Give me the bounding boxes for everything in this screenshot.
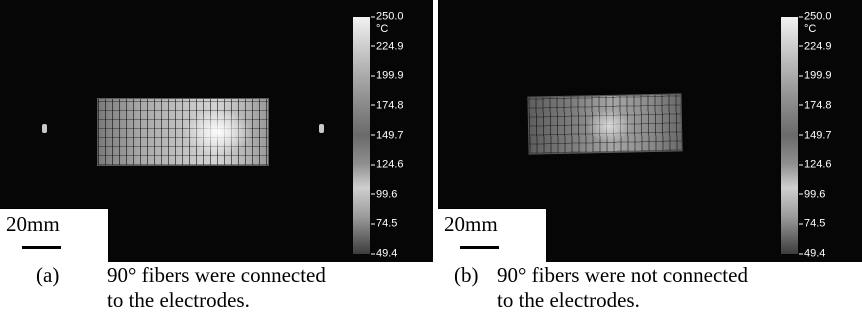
colorbar-tick: 74.5: [371, 219, 397, 230]
scale-bar: 20mm: [438, 208, 547, 262]
scale-bar-line: [22, 246, 61, 249]
caption-text: 90° fibers were not connected: [497, 263, 748, 288]
colorbar-tick: 149.7: [799, 130, 832, 141]
colorbar-tick: 49.4: [371, 249, 397, 260]
scale-bar-label: 20mm: [444, 212, 498, 236]
specimen-b: [527, 93, 682, 154]
thermal-image-a: 250.0 224.9 199.9 174.8 149.7 124.6 99.6…: [0, 0, 433, 262]
colorbar-tick: 49.4: [799, 249, 825, 260]
colorbar-tick: 149.7: [371, 130, 404, 141]
colorbar-tick: 224.9: [799, 41, 832, 52]
colorbar-ticks: 250.0 224.9 199.9 174.8 149.7 124.6 99.6…: [799, 17, 859, 254]
colorbar-tick: 199.9: [371, 71, 404, 82]
caption-text: to the electrodes.: [107, 288, 250, 313]
electrode-left: [42, 124, 47, 133]
colorbar-tick: 199.9: [799, 71, 832, 82]
colorbar-tick: 224.9: [371, 41, 404, 52]
scale-bar: 20mm: [0, 208, 109, 262]
colorbar-ticks: 250.0 224.9 199.9 174.8 149.7 124.6 99.6…: [371, 17, 431, 254]
caption-label: (a): [36, 263, 59, 288]
colorbar-unit: °C: [376, 24, 388, 35]
colorbar-tick: 174.8: [799, 100, 832, 111]
colorbar-unit: °C: [804, 24, 816, 35]
colorbar-tick: 250.0: [799, 12, 832, 23]
thermal-image-b: 250.0 224.9 199.9 174.8 149.7 124.6 99.6…: [438, 0, 862, 262]
temperature-colorbar: [781, 17, 798, 254]
caption-text: 90° fibers were connected: [107, 263, 326, 288]
temperature-colorbar: [353, 17, 370, 254]
colorbar-tick: 174.8: [371, 100, 404, 111]
caption-label: (b): [454, 263, 479, 288]
scale-bar-label: 20mm: [6, 212, 60, 236]
colorbar-tick: 99.6: [799, 189, 825, 200]
colorbar-tick: 99.6: [371, 189, 397, 200]
specimen-a: [97, 98, 269, 166]
colorbar-tick: 74.5: [799, 219, 825, 230]
colorbar-tick: 250.0: [371, 12, 404, 23]
electrode-right: [319, 124, 324, 133]
caption-b: (b) 90° fibers were not connected to the…: [438, 263, 862, 323]
colorbar-tick: 124.6: [371, 160, 404, 171]
colorbar-tick: 124.6: [799, 160, 832, 171]
caption-text: to the electrodes.: [497, 288, 640, 313]
caption-a: (a) 90° fibers were connected to the ele…: [0, 263, 420, 323]
scale-bar-line: [460, 246, 499, 249]
